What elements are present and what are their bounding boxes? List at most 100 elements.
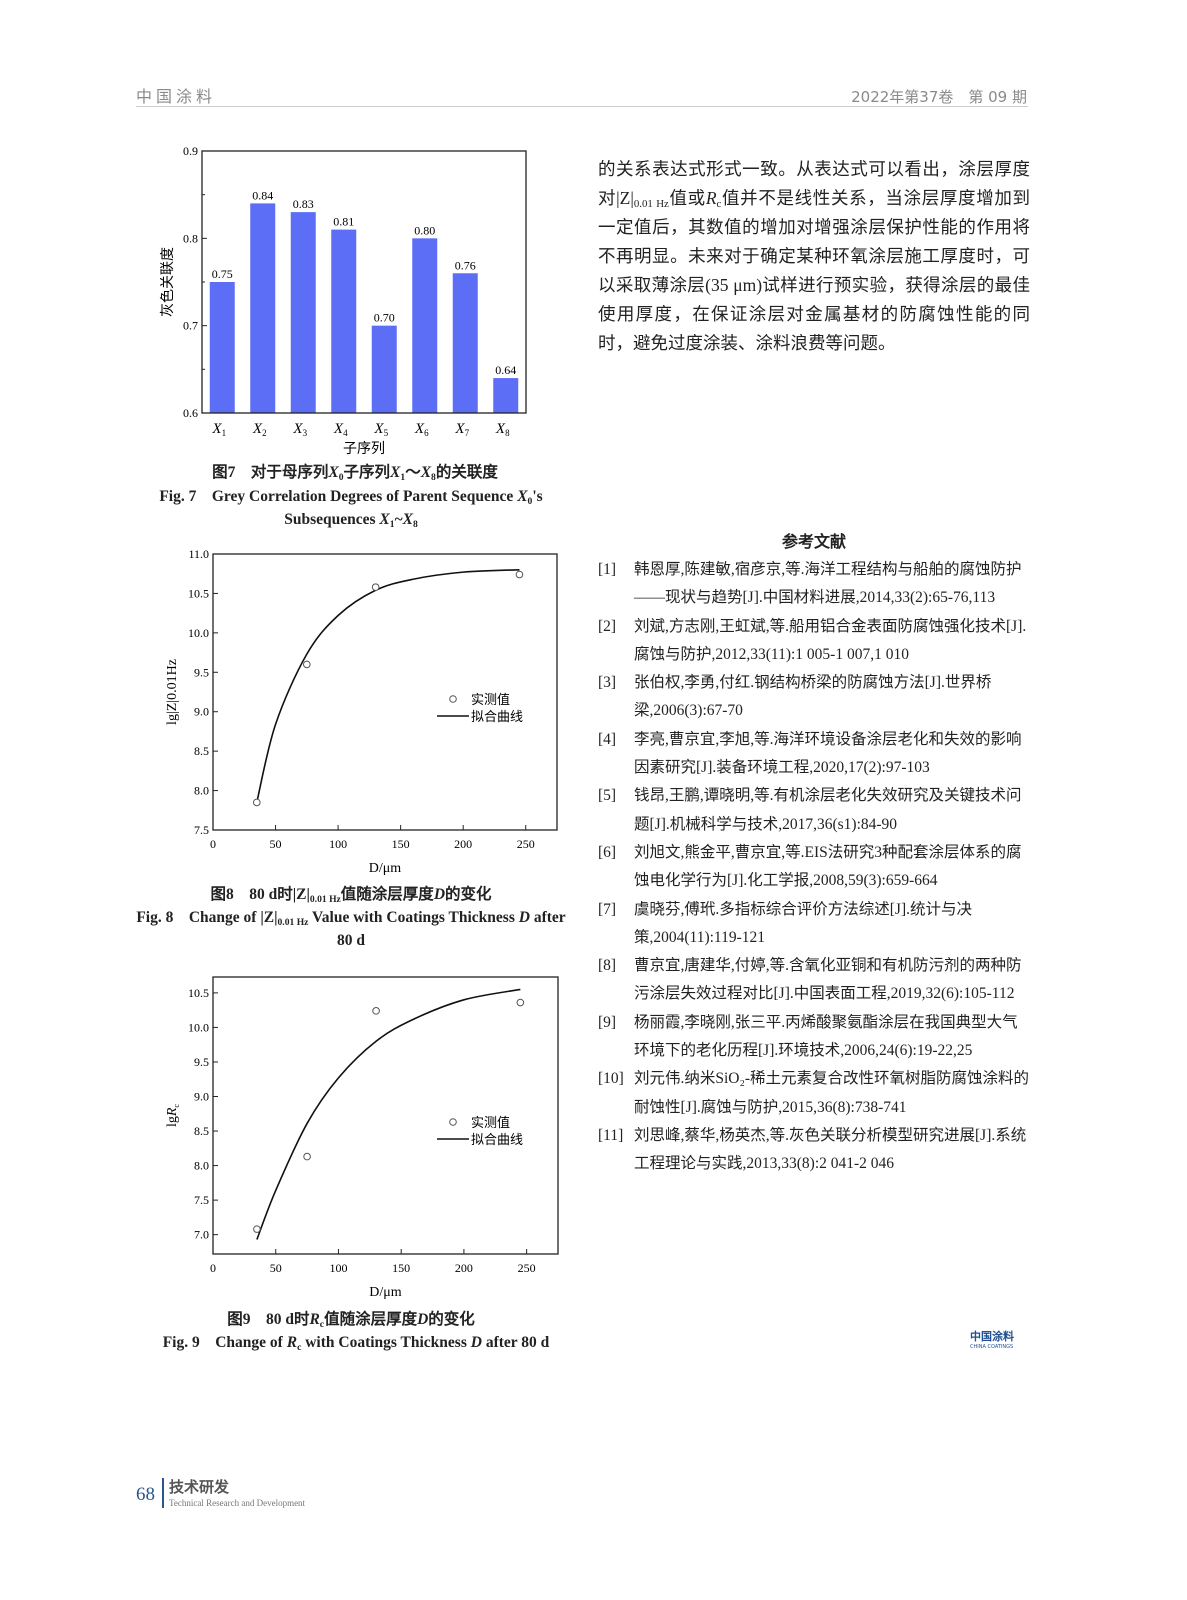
y-tick-label: 7.5 (194, 1193, 209, 1207)
text-run: R (286, 1334, 298, 1351)
reference-item: [11] 刘思峰,蔡华,杨英杰,等.灰色关联分析模型研究进展[J].系统工程理论与… (598, 1122, 1030, 1179)
text-run: X (517, 488, 528, 505)
text-run: R (705, 188, 717, 208)
y-tick-label: 10.0 (188, 626, 209, 640)
text-run: 值或 (668, 188, 706, 208)
data-label: 0.75 (212, 267, 233, 281)
legend-label: 拟合曲线 (471, 1132, 523, 1147)
reference-number: [10] (598, 1070, 624, 1088)
text-run: 的关系表达式形式一致。从表达式可以看出，涂层厚度对|Z| (598, 159, 1030, 208)
text-run: Fig. 7 Grey Correlation Degrees of Paren… (159, 488, 518, 505)
text-run: 8 (412, 519, 418, 530)
x-tick-label: X7 (454, 421, 469, 438)
data-label: 0.76 (455, 258, 476, 272)
x-tick-label: 50 (270, 837, 282, 851)
data-point (303, 660, 311, 669)
data-label: 0.70 (374, 311, 395, 325)
data-label: 0.84 (252, 188, 273, 202)
text-run: Fig. 9 Change of (162, 1334, 287, 1351)
data-label: 0.83 (293, 197, 314, 211)
reference-number: [9] (598, 1013, 617, 1031)
fig7-bar-chart: 0.75 X1 0.84 X2 0.83 X3 0.81 X4 0.70 X5 0.80 X6 0.76… (159, 144, 527, 457)
data-point (516, 998, 525, 1007)
bar (290, 212, 316, 413)
x-tick-label: 0 (210, 1261, 216, 1275)
fig9-scatter-chart: 0 50 100 150 200 250 7.0 7.5 8.0 8.5 9.0 9.5 10.0 10.… (165, 976, 559, 1300)
reference-item: [8] 曹京宜,唐建华,付婷,等.含氧化亚铜和有机防污剂的两种防污涂层失效过程对比… (598, 952, 1030, 1009)
legend-label: 实测值 (471, 692, 510, 707)
x-tick-label: X6 (414, 421, 429, 438)
x-tick-label: X4 (333, 421, 348, 438)
section-title: 技术研发 (169, 1478, 230, 1496)
reference-text: 李亮,曹京宜,李旭,等.海洋环境设备涂层老化和失效的影响因素研究[J].装备环境… (634, 730, 1022, 777)
reference-number: [2] (598, 617, 617, 635)
text-run: 0 (527, 496, 533, 507)
reference-item: [10] 刘元伟.纳米SiO₂-稀土元素复合改性环氧树脂防腐蚀涂料的耐蚀性[J].… (598, 1065, 1030, 1122)
reference-text: 刘旭文,熊金平,曹京宜,等.EIS法研究3种配套涂层体系的腐蚀电化学行为[J].… (634, 843, 1022, 890)
fit-curve (256, 568, 520, 803)
text-run: 's Subsequences (284, 488, 543, 528)
reference-item: [9] 杨丽霞,李晓刚,张三平.丙烯酸聚氨酯涂层在我国典型大气环境下的老化历程[J… (598, 1009, 1030, 1066)
text-run: D (518, 909, 530, 926)
references-list: [1] 韩恩厚,陈建敏,宿彦京,等.海洋工程结构与船舶的腐蚀防护——现状与趋势[J… (598, 556, 1030, 1179)
reference-number: [1] (598, 561, 617, 578)
bar (371, 325, 397, 413)
bar (493, 378, 519, 413)
reference-text: 钱昂,王鹏,谭晓明,等.有机涂层老化失效研究及关键技术问题[J].机械科学与技术… (634, 787, 1022, 833)
data-point (252, 798, 261, 807)
text-run: X (390, 464, 401, 481)
references-title: 参考文献 (781, 534, 846, 551)
fig7-caption-en: Fig. 7 Grey Correlation Degrees of Paren… (136, 485, 566, 531)
text-run: R (309, 1311, 320, 1328)
x-tick-label: 200 (454, 837, 472, 851)
data-point (303, 1152, 311, 1161)
logo-en: CHINA COATINGS (970, 1344, 1014, 1350)
bar (331, 229, 357, 413)
x-tick-label: 100 (329, 837, 347, 851)
y-tick-label: 9.0 (194, 705, 209, 719)
text-run: 图8 80 d时|Z| (210, 886, 310, 903)
y-tick-label: 8.5 (194, 1124, 209, 1138)
reference-text: 张伯权,李勇,付红.钢结构桥梁的防腐蚀方法[J].世界桥梁,2006(3):67… (634, 674, 992, 720)
logo-cn: 中国涂料 (970, 1330, 1014, 1343)
x-tick-label: 200 (455, 1261, 473, 1275)
reference-number: [6] (598, 843, 617, 861)
text-run: X (379, 511, 390, 528)
y-tick-label: 9.5 (194, 1055, 209, 1069)
reference-number: [8] (598, 957, 617, 975)
data-label: 0.64 (495, 363, 516, 377)
text-run: 0.01 Hz (309, 894, 341, 905)
data-point (253, 1225, 261, 1233)
text-run: 图7 对于母序列 (212, 464, 329, 481)
bar (250, 203, 276, 413)
text-run: 图9 80 d时 (227, 1311, 310, 1328)
data-point (371, 583, 380, 591)
fig7-caption-cn: 图7 对于母序列X0子序列X1～X8的关联度 (140, 461, 570, 484)
y-tick-label: 0.6 (183, 406, 198, 420)
text-run: c (297, 1342, 302, 1353)
x-tick-label: 150 (392, 1261, 410, 1275)
text-run: D (470, 1334, 482, 1351)
text-run: 8 (431, 472, 436, 483)
text-run: X (402, 511, 413, 528)
reference-text: 刘思峰,蔡华,杨英杰,等.灰色关联分析模型研究进展[J].系统工程理论与实践,2… (634, 1126, 1027, 1173)
fig9-caption-en: Fig. 9 Change of Rc with Coatings Thickn… (136, 1331, 576, 1354)
reference-text: 杨丽霞,李晓刚,张三平.丙烯酸聚氨酯涂层在我国典型大气环境下的老化历程[J].环… (634, 1013, 1018, 1060)
y-tick-label: 11.0 (188, 547, 209, 561)
text-run: 的变化 (445, 886, 492, 903)
text-run: after 80 d (337, 909, 566, 949)
text-run: 的变化 (428, 1311, 475, 1328)
y-tick-label: 8.0 (194, 784, 209, 798)
text-run: X (420, 464, 432, 481)
reference-text: 刘斌,方志刚,王虹斌,等.船用铝合金表面防腐蚀强化技术[J].腐蚀与防护,201… (634, 617, 1027, 663)
text-run: 1 (389, 519, 395, 530)
text-run: c (716, 198, 722, 210)
reference-number: [5] (598, 787, 617, 805)
text-run: 1 (400, 472, 406, 483)
y-tick-label: 0.7 (183, 319, 198, 333)
text-run: Value with Coatings Thickness (308, 909, 519, 926)
y-tick-label: 8.0 (194, 1159, 209, 1173)
reference-item: [7] 虞晓芬,傅玳.多指标综合评价方法综述[J].统计与决策,2004(11):… (598, 896, 1030, 953)
text-run: 值随涂层厚度 (340, 886, 434, 903)
reference-item: [6] 刘旭文,熊金平,曹京宜,等.EIS法研究3种配套涂层体系的腐蚀电化学行为[… (598, 839, 1030, 896)
